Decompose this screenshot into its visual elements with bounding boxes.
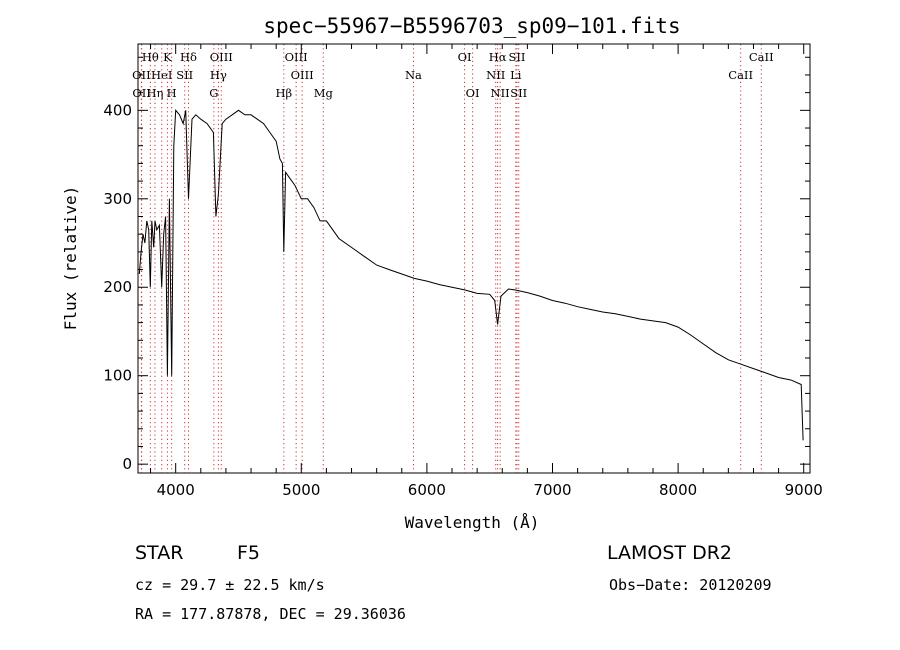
x-tick-label-1: 5000 [282, 481, 320, 499]
observation-date: Obs−Date: 20120209 [609, 576, 772, 594]
object-subclass: F5 [237, 542, 260, 564]
y-axis-ticks: 0 100 200 300 400 [103, 56, 810, 473]
chart-title: spec−55967−B5596703_sp09−101.fits [263, 14, 680, 38]
y-tick-label-2: 200 [103, 278, 132, 296]
y-tick-label-3: 300 [103, 190, 132, 208]
spectral-line-markers [140, 44, 762, 473]
plot-frame [137, 43, 811, 474]
line-marker-label-3: OIII [210, 50, 233, 64]
x-tick-label-3: 7000 [533, 481, 571, 499]
line-marker-label-17: CaII [728, 68, 753, 82]
line-marker-label-4: OIII [285, 50, 308, 64]
flux-series-line [138, 109, 804, 441]
x-tick-label-0: 4000 [157, 481, 195, 499]
line-marker-label-24: OI [466, 86, 480, 100]
line-marker-label-16: Li [510, 68, 522, 82]
y-tick-label-4: 400 [103, 101, 132, 119]
x-tick-label-5: 9000 [785, 481, 823, 499]
line-marker-label-1: K [163, 50, 172, 64]
line-marker-label-7: SII [508, 50, 525, 64]
line-marker-label-14: Na [405, 68, 422, 82]
y-axis-label: Flux (relative) [61, 186, 80, 331]
x-tick-label-2: 6000 [408, 481, 446, 499]
line-marker-label-11: SII [176, 68, 193, 82]
line-marker-label-20: H [167, 86, 177, 100]
y-tick-label-1: 100 [103, 367, 132, 385]
line-marker-label-12: Hγ [210, 68, 227, 82]
x-axis-label: Wavelength (Å) [405, 513, 540, 532]
x-axis-ticks: 4000 5000 6000 7000 8000 9000 [150, 44, 823, 499]
sky-coordinates: RA = 177.87878, DEC = 29.36036 [135, 605, 406, 623]
line-marker-label-5: OI [458, 50, 472, 64]
line-marker-label-13: OIII [291, 68, 314, 82]
line-marker-label-10: HeI [151, 68, 172, 82]
line-marker-label-22: Hβ [275, 86, 292, 100]
line-marker-label-6: Hα [489, 50, 507, 64]
y-tick-label-0: 0 [122, 455, 132, 473]
x-tick-label-4: 8000 [659, 481, 697, 499]
line-marker-label-19: Hη [146, 86, 163, 100]
line-marker-label-26: SII [510, 86, 527, 100]
line-marker-label-25: NII [491, 86, 510, 100]
survey-name: LAMOST DR2 [607, 542, 732, 564]
line-marker-label-2: Hδ [180, 50, 197, 64]
line-marker-label-0: Hθ [142, 50, 159, 64]
object-class: STAR [135, 542, 183, 564]
line-marker-label-23: Mg [314, 86, 334, 100]
line-marker-label-15: NII [486, 68, 505, 82]
redshift-value: cz = 29.7 ± 22.5 km/s [135, 576, 325, 594]
line-marker-label-21: G [209, 86, 218, 100]
line-marker-label-8: CaII [749, 50, 774, 64]
